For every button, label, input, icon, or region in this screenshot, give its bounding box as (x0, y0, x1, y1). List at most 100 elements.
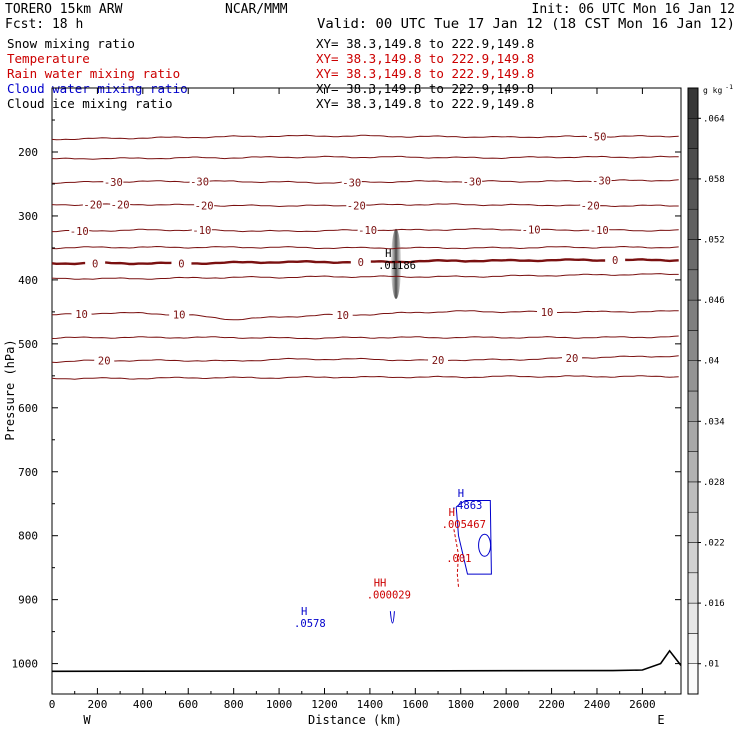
isotherm-label-bg (350, 255, 371, 267)
isotherm-label: -30 (342, 177, 361, 189)
isotherm-label-bg (428, 354, 449, 366)
x-tick-label: 1200 (311, 698, 338, 711)
colorbar-segment (687, 511, 699, 543)
isotherm-label: 10 (173, 310, 186, 322)
isotherm-label-bg (110, 198, 131, 210)
isotherm-label: -20 (347, 200, 366, 212)
terrain (51, 649, 682, 673)
colorbar-tick-label: .064 (703, 114, 725, 124)
isotherm-label-bg (580, 199, 601, 211)
x-tick-label: 1800 (447, 698, 474, 711)
isotherm-label-bg (462, 175, 483, 187)
isotherm-label-bg (591, 174, 612, 186)
terrain-line (51, 649, 682, 673)
y-tick-label: 500 (18, 338, 38, 351)
snow-shading (391, 228, 402, 299)
isotherm-label: -10 (358, 225, 377, 237)
isotherm-line (51, 310, 679, 321)
y-tick-label: 600 (18, 402, 38, 415)
colorbar-segment (687, 663, 699, 695)
isotherm-label-bg (586, 130, 607, 142)
maximum-marker: H (385, 248, 391, 260)
isotherm-line (51, 355, 679, 364)
isotherm-label-bg (332, 308, 353, 320)
colorbar-segment (687, 239, 699, 271)
x-tick-label: 600 (178, 698, 198, 711)
colorbar-units-exponent: -1 (725, 83, 733, 91)
maximum-value: .005467 (442, 519, 486, 531)
colorbar-segment (687, 87, 699, 119)
isotherm-label-bg (521, 223, 542, 235)
isotherm-line (51, 155, 679, 160)
isotherm-label: -20 (581, 201, 600, 213)
maximum-marker: HH (374, 577, 387, 589)
isotherm-line (51, 179, 679, 184)
isotherm-label: 20 (432, 355, 445, 367)
maximum-marker: H (449, 507, 455, 519)
maximum-value: .001 (446, 553, 471, 565)
colorbar-segment (687, 360, 699, 392)
isotherm-label: -20 (111, 199, 130, 211)
cloud-water-contour-inner (478, 533, 492, 557)
x-tick-label: 0 (49, 698, 56, 711)
legend-field-xy: XY= 38.3,149.8 to 222.9,149.8 (316, 66, 534, 81)
isotherm-label: 10 (75, 309, 88, 321)
isotherm-label: -20 (195, 200, 214, 212)
isotherm-label: 10 (336, 310, 349, 322)
isotherm-label: -20 (83, 200, 102, 212)
x-tick-label: 1000 (266, 698, 293, 711)
isotherm-label: -10 (590, 225, 609, 237)
colorbar-segment (687, 330, 699, 361)
colorbar-tick-label: .058 (703, 175, 725, 185)
maximum-value: .000029 (367, 589, 411, 601)
y-tick-label: 800 (18, 530, 38, 543)
colorbar-segment (687, 572, 699, 604)
isotherm-label: 0 (178, 258, 184, 270)
x-tick-label: 800 (224, 698, 244, 711)
colorbar-tick-label: .028 (703, 478, 725, 488)
x-tick-label: 1400 (357, 698, 384, 711)
maximum-value: .4863 (451, 500, 483, 512)
axes: 0 200 400 600 800 1000 1200 1400 1600 1800 2000 220… (12, 88, 681, 711)
colorbar-segment (687, 148, 699, 180)
colorbar-segment (687, 118, 699, 149)
isotherm-label: -10 (70, 226, 89, 238)
x-tick-label: 400 (133, 698, 153, 711)
isotherm-label: -10 (522, 225, 541, 237)
legend-field-xy: XY= 38.3,149.8 to 222.9,149.8 (316, 36, 534, 51)
isotherm-label-bg (562, 351, 583, 363)
isotherm-label-bg (537, 305, 558, 317)
colorbar-tick-label: .04 (703, 357, 719, 367)
colorbar-segment (687, 451, 699, 483)
maximum-value: .0578 (294, 618, 326, 630)
y-tick-label: 700 (18, 466, 38, 479)
colorbar-units: g kg (703, 86, 722, 95)
legend-field-xy: XY= 38.3,149.8 to 222.9,149.8 (316, 96, 534, 111)
legend-field-label: Cloud ice mixing ratio (7, 96, 173, 111)
colorbar-segment (687, 602, 699, 634)
isotherm-label-bg (69, 224, 90, 236)
isotherm-label-bg (191, 224, 212, 236)
isotherm-label: 0 (612, 255, 618, 267)
legend-field-label: Temperature (7, 51, 90, 66)
isotherm-line (51, 245, 679, 250)
isotherm-label-bg (103, 175, 124, 187)
legend-field-label: Rain water mixing ratio (7, 66, 180, 81)
x-tick-label: 2000 (493, 698, 520, 711)
rain-water-contour (453, 529, 460, 587)
colorbar-tick-label: .01 (703, 660, 719, 670)
colorbar-segment (687, 633, 699, 664)
valid-time: Valid: 00 UTC Tue 17 Jan 12 (18 CST Mon … (317, 17, 735, 32)
x-tick-label: 2200 (538, 698, 565, 711)
isotherm-label: -50 (587, 132, 606, 144)
y-tick-label: 400 (18, 274, 38, 287)
x-tick-label: 1600 (402, 698, 429, 711)
maximum-marker: H (458, 488, 464, 500)
legend-field-xy: XY= 38.3,149.8 to 222.9,149.8 (316, 51, 534, 66)
forecast-hour: Fcst: 18 h (5, 17, 83, 32)
maximum-marker: H (301, 606, 307, 618)
y-tick-label: 900 (18, 594, 38, 607)
colorbar-tick-label: .046 (703, 296, 725, 306)
